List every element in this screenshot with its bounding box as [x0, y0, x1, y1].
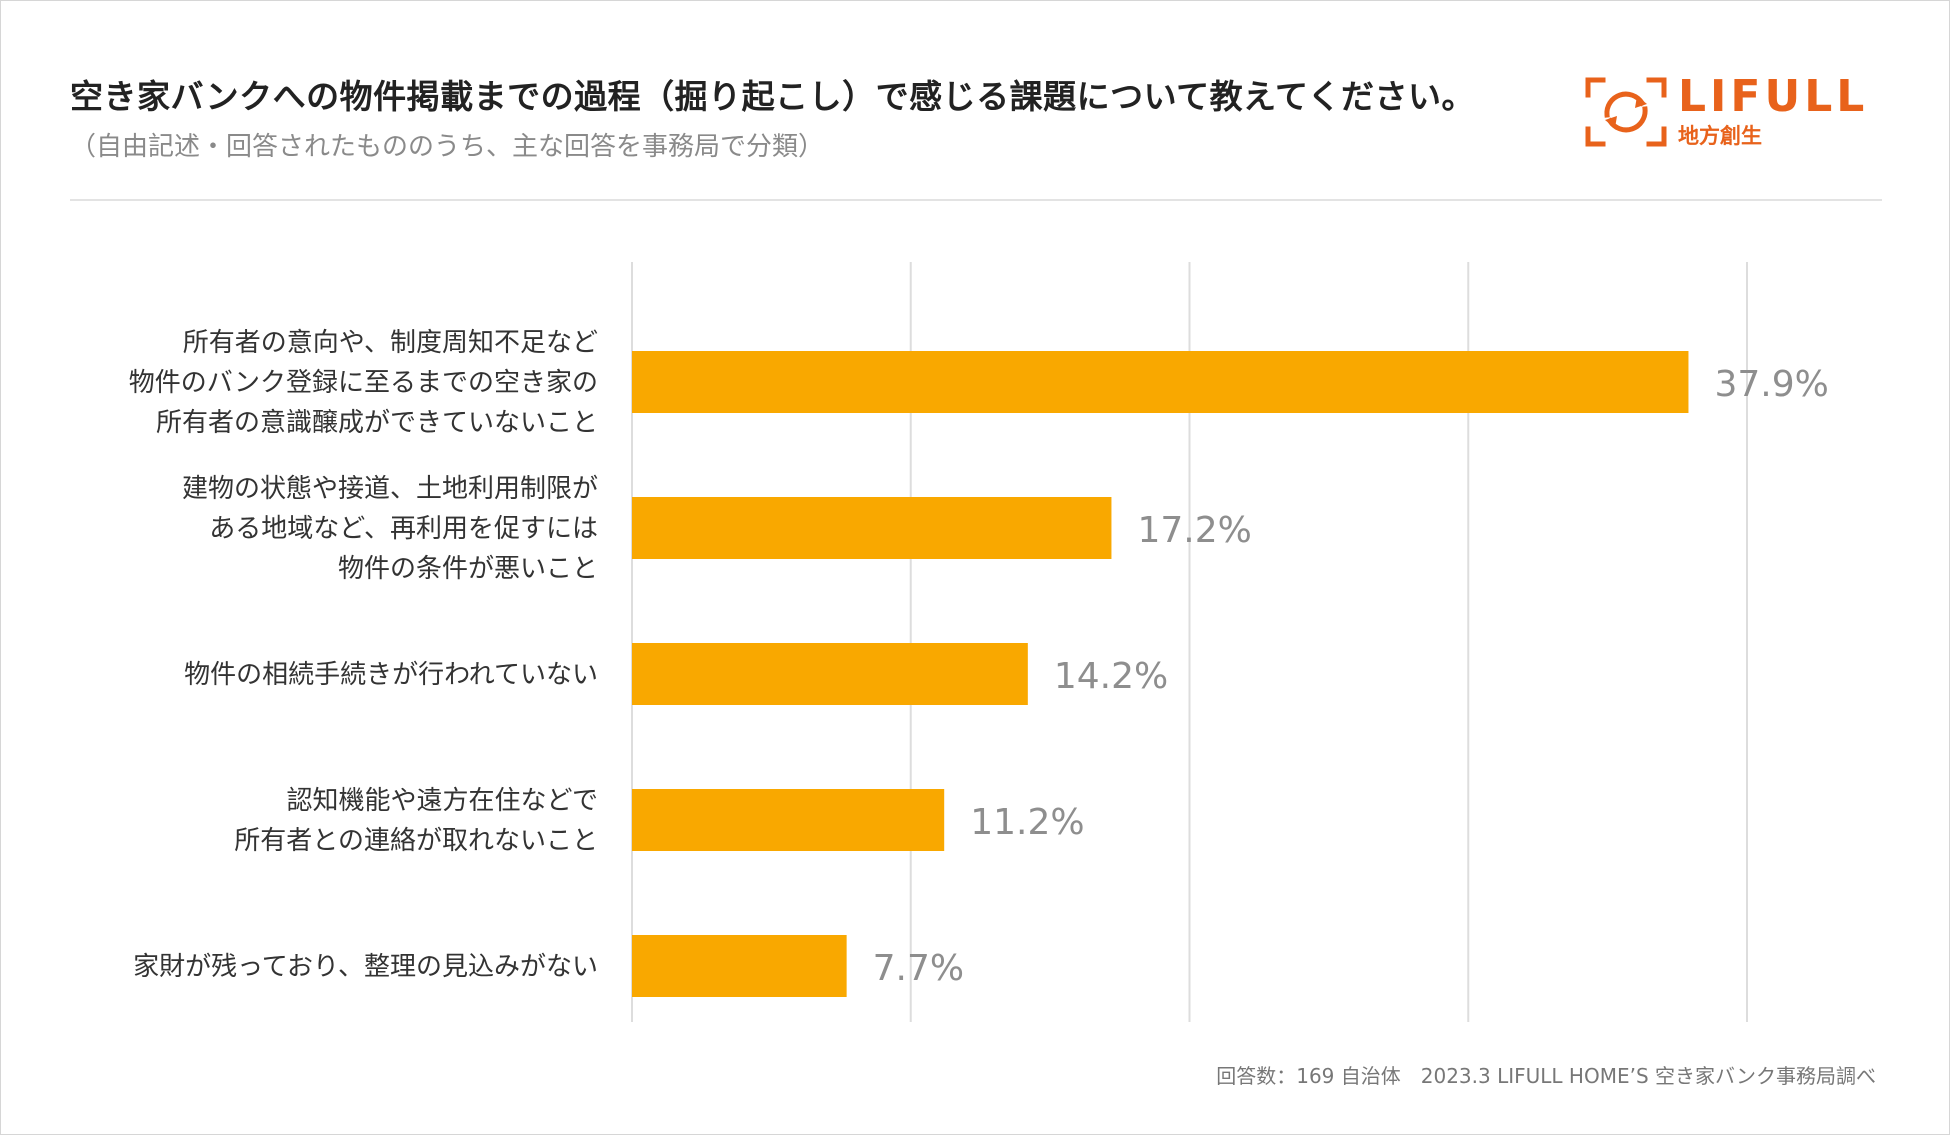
category-label: 所有者の意識醸成ができていないこと	[156, 408, 598, 438]
data-label: 11.2%	[970, 802, 1084, 843]
chart-subtitle: （自由記述・回答されたもののうち、主な回答を事務局で分類）	[70, 132, 825, 162]
lifull-logo: LIFULL 地方創生	[1585, 71, 1875, 157]
category-label: 物件の条件が悪いこと	[338, 554, 598, 584]
bar	[632, 643, 1028, 705]
bar	[632, 789, 945, 851]
chart-title: 空き家バンクへの物件掲載までの過程（掘り起こし）で感じる課題について教えてくださ…	[70, 77, 1476, 116]
category-label: 物件のバンク登録に至るまでの空き家の	[129, 368, 598, 398]
bar-chart: 37.9% 所有者の意向や、制度周知不足など物件のバンク登録に至るまでの空き家の所…	[129, 262, 1829, 1022]
logo-mark-icon	[1585, 77, 1667, 147]
data-label: 37.9%	[1714, 364, 1828, 405]
logo-brand-text: LIFULL	[1678, 71, 1869, 122]
data-label: 7.7%	[873, 948, 964, 989]
source-note: 回答数：169 自治体 2023.3 LIFULL HOME’S 空き家バンク事…	[1216, 1064, 1876, 1088]
bar	[632, 935, 847, 997]
category-label: ある地域など、再利用を促すには	[209, 514, 598, 544]
header-divider	[70, 199, 1882, 201]
category-label: 物件の相続手続きが行われていない	[184, 660, 598, 690]
bar	[632, 351, 1689, 413]
category-label: 所有者との連絡が取れないこと	[234, 826, 598, 856]
category-label: 家財が残っており、整理の見込みがない	[133, 952, 598, 982]
category-label: 所有者の意向や、制度周知不足など	[183, 328, 598, 358]
category-label: 建物の状態や接道、土地利用制限が	[182, 474, 598, 504]
bar	[632, 497, 1112, 559]
data-label: 17.2%	[1137, 510, 1251, 551]
data-label: 14.2%	[1054, 656, 1168, 697]
category-label: 認知機能や遠方在住などで	[287, 786, 598, 816]
logo-sub-text: 地方創生	[1678, 124, 1762, 148]
